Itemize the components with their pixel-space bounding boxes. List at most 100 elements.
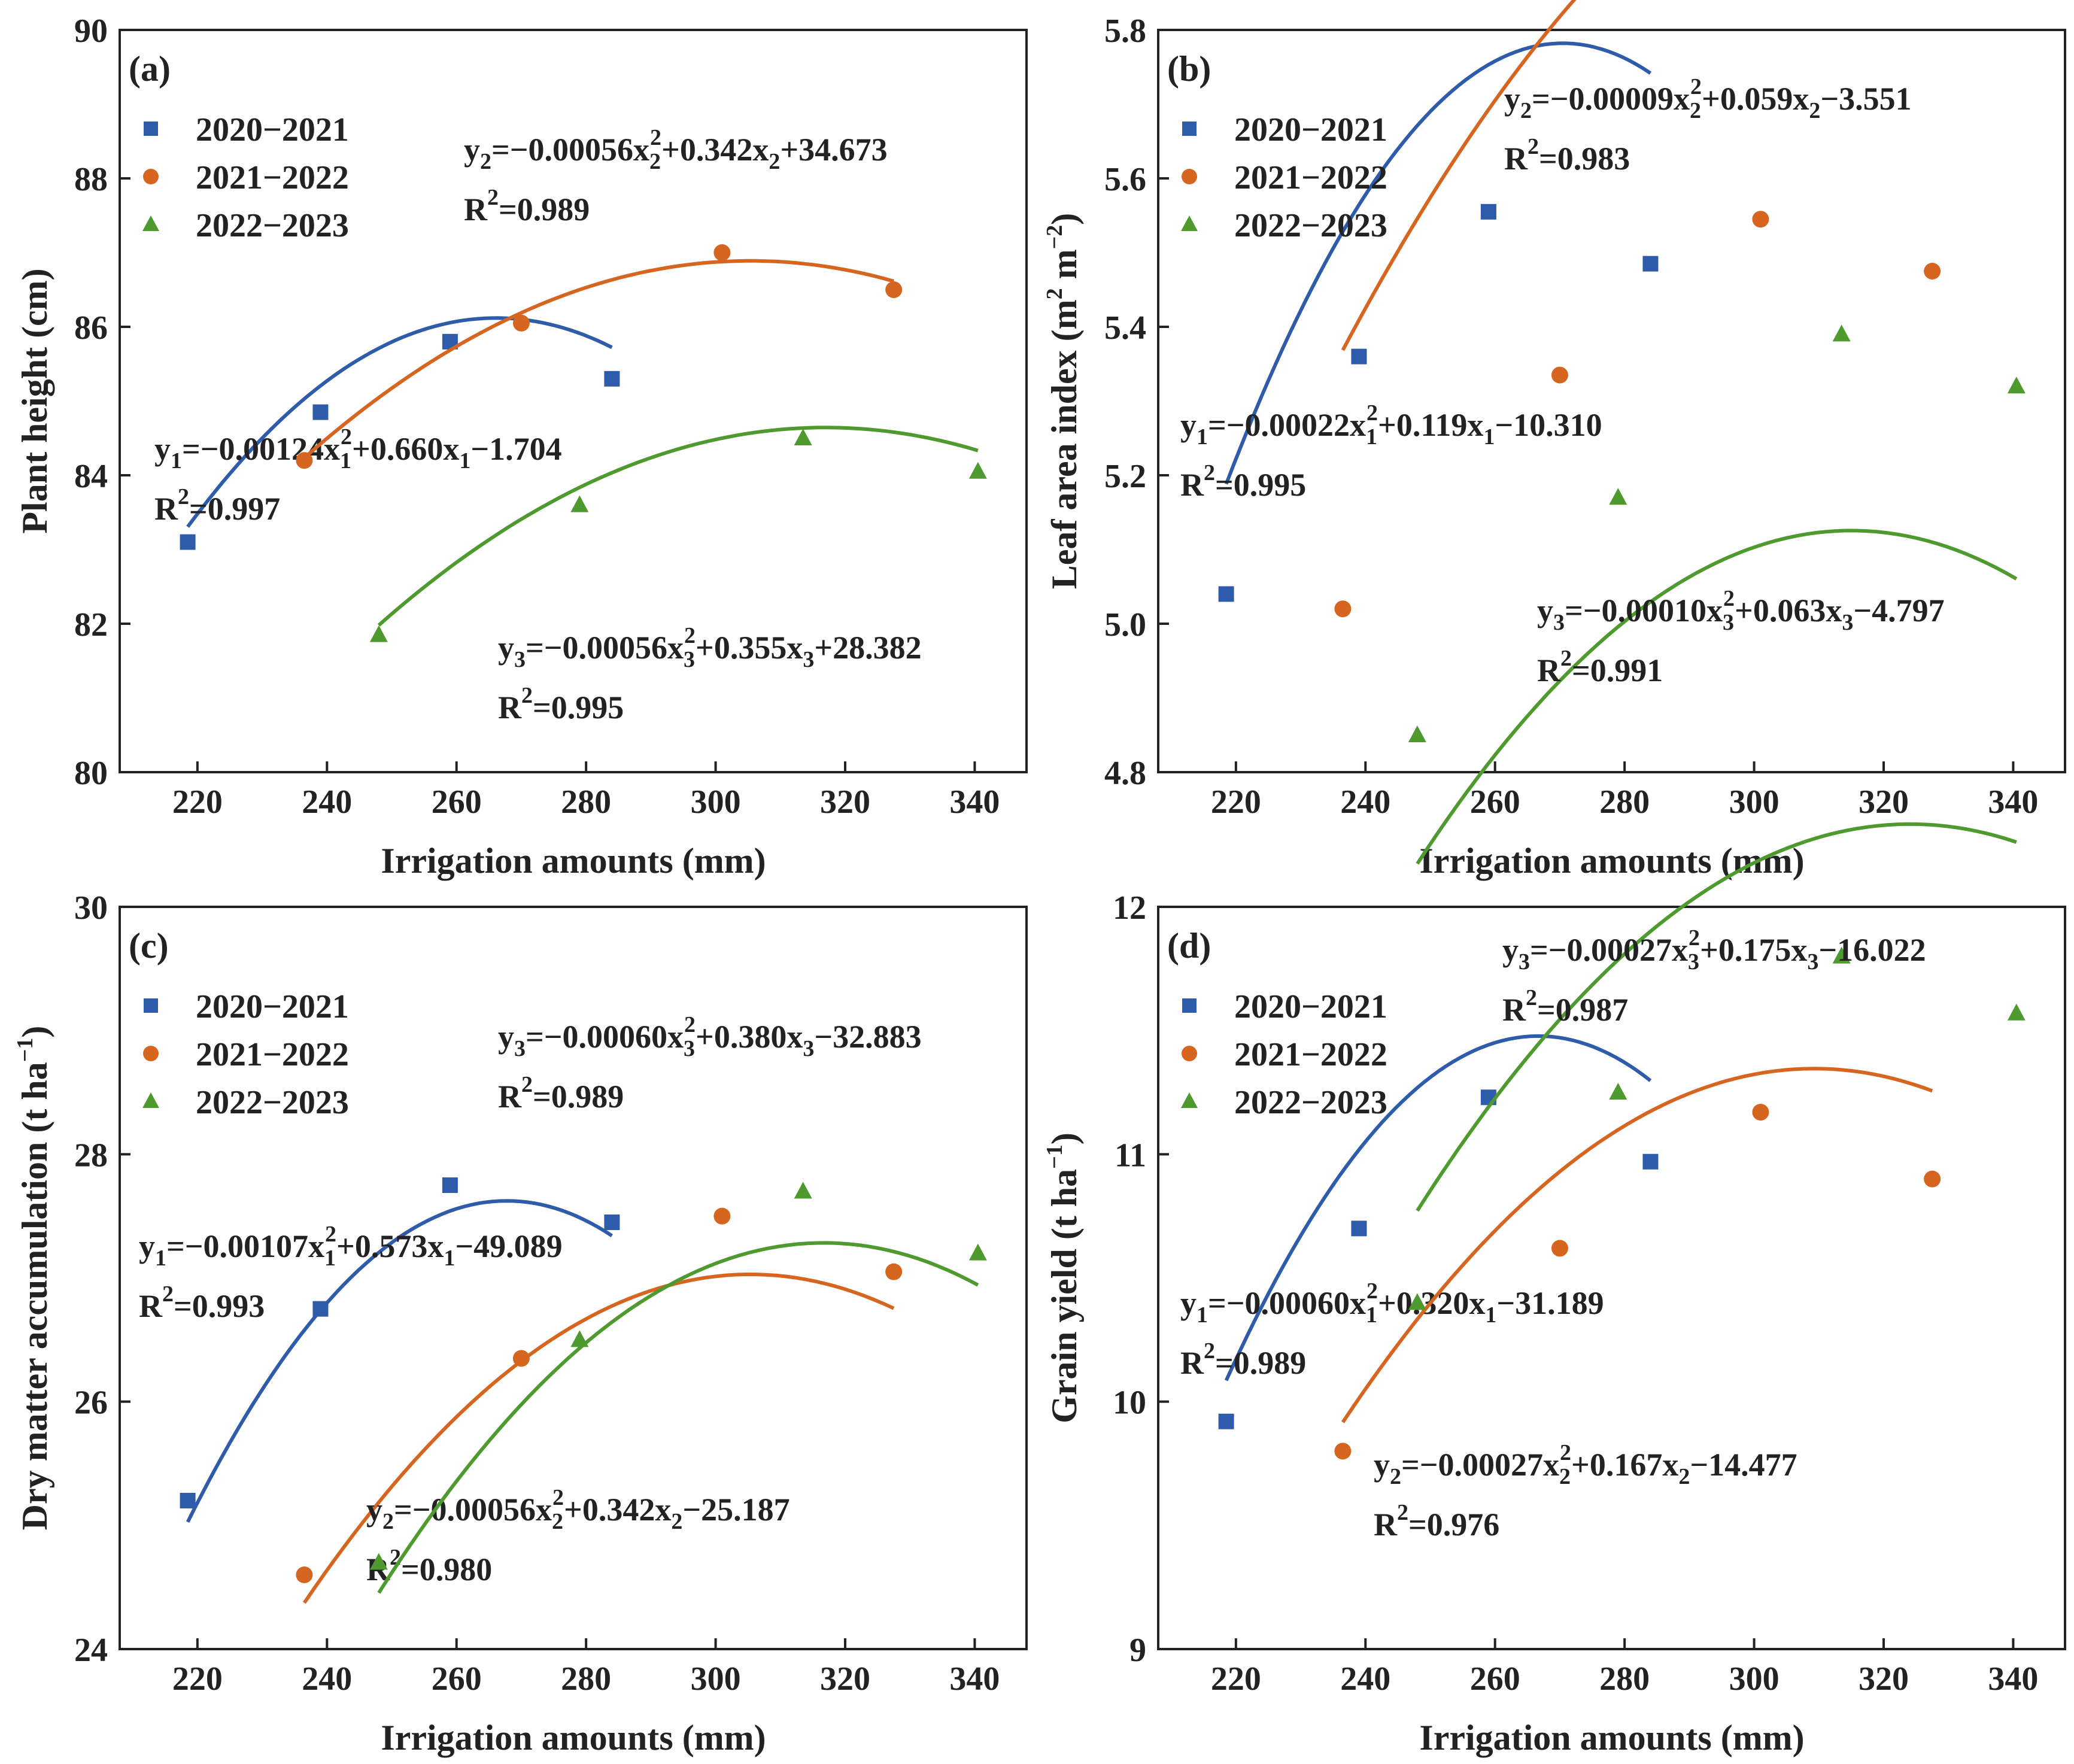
fit-curve-a-series-2	[303, 259, 894, 460]
panel-c: (c) Irrigation amounts (mm) Dry matter a…	[13, 889, 1028, 1757]
x-tick-label-b-340: 340	[1988, 784, 2038, 821]
r-squared-d-series-3: R2=0.987	[1502, 985, 1628, 1028]
legend-label-a-series-3: 2022−2023	[196, 207, 349, 244]
legend-marker-c-series-3	[142, 1092, 159, 1108]
panel-label-c: (c)	[129, 926, 169, 966]
panel-b: (b) Irrigation amounts (mm) Leaf area in…	[1042, 0, 2066, 881]
fit-curve-d-series-1	[1224, 1034, 1652, 1382]
fit-equation-d-series-1: y1=−0.00060x12+0.320x1−31.189	[1180, 1279, 1604, 1328]
plot-frame-d	[1157, 906, 2066, 1650]
x-tick-label-d-220: 220	[1211, 1660, 1261, 1698]
data-point-d-series-1-2	[1351, 1220, 1367, 1237]
fit-equation-b-series-2: y2=−0.00009x22+0.059x2−3.551	[1504, 74, 1912, 123]
fit-curve-c-series-2	[302, 1272, 895, 1604]
y-tick-label-b-2: 5.2	[1104, 458, 1146, 495]
fit-curve-d-series-3	[1416, 822, 2017, 1212]
legend-label-d-series-1: 2020−2021	[1234, 988, 1387, 1025]
data-point-d-series-3-4	[2007, 1003, 2026, 1021]
fit-curve-b-series-1	[1224, 41, 1652, 485]
data-point-a-series-3-4	[968, 462, 987, 479]
panel-label-a: (a)	[129, 49, 171, 89]
x-tick-label-a-260: 260	[432, 784, 482, 821]
legend-label-c-series-3: 2022−2023	[196, 1084, 349, 1121]
data-point-d-series-1-1	[1218, 1413, 1234, 1429]
x-tick-label-a-220: 220	[172, 784, 223, 821]
r-squared-a-series-1: R2=0.997	[154, 484, 280, 527]
data-point-c-series-3-4	[968, 1243, 987, 1261]
data-point-c-series-2-4	[885, 1263, 903, 1280]
x-tick-label-d-300: 300	[1729, 1660, 1780, 1698]
x-axis-title-b: Irrigation amounts (mm)	[1419, 841, 1804, 881]
fit-equation-c-series-2: y2=−0.00056x22+0.342x2−25.187	[366, 1485, 790, 1534]
fit-curve-a-series-3	[377, 426, 979, 627]
r-squared-d-series-2: R2=0.976	[1374, 1500, 1499, 1543]
data-point-b-series-1-3	[1480, 204, 1496, 220]
legend-marker-d-series-2	[1182, 1046, 1197, 1061]
y-tick-label-a-2: 84	[74, 458, 108, 495]
data-point-a-series-1-2	[312, 404, 329, 420]
data-point-c-series-1-3	[442, 1177, 458, 1193]
x-tick-label-b-280: 280	[1599, 784, 1650, 821]
legend-label-b-series-1: 2020−2021	[1234, 111, 1387, 148]
fit-equation-b-series-3: y3=−0.00010x32+0.063x3−4.797	[1537, 586, 1945, 635]
y-tick-label-d-1: 10	[1113, 1385, 1146, 1422]
x-tick-label-c-240: 240	[302, 1660, 352, 1698]
data-point-d-series-1-4	[1642, 1153, 1659, 1170]
data-point-a-series-3-1	[369, 625, 388, 642]
data-point-b-series-2-3	[1752, 211, 1769, 228]
fit-equation-c-series-3: y3=−0.00060x32+0.380x3−32.883	[498, 1012, 922, 1061]
x-tick-label-c-220: 220	[172, 1660, 223, 1698]
y-axis-title-d: Grain yield (t ha−1)	[1042, 1133, 1084, 1423]
fit-equation-c-series-1: y1=−0.00107x12+0.573x1−49.089	[139, 1222, 563, 1271]
legend-marker-c-series-2	[143, 1046, 159, 1061]
legend-marker-b-series-3	[1181, 215, 1198, 231]
x-tick-label-c-320: 320	[820, 1660, 870, 1698]
legend-label-b-series-2: 2021−2022	[1234, 159, 1387, 196]
data-point-c-series-1-1	[180, 1493, 196, 1508]
r-squared-b-series-2: R2=0.983	[1504, 134, 1630, 177]
data-point-a-series-2-1	[296, 452, 313, 469]
y-tick-label-b-0: 4.8	[1104, 755, 1146, 792]
legend-label-d-series-3: 2022−2023	[1234, 1084, 1387, 1121]
data-point-b-series-2-2	[1551, 366, 1568, 384]
legend-label-d-series-2: 2021−2022	[1234, 1036, 1387, 1073]
x-tick-label-d-260: 260	[1470, 1660, 1520, 1698]
y-tick-label-b-5: 5.8	[1104, 13, 1146, 50]
data-point-c-series-3-3	[794, 1182, 812, 1199]
data-point-c-series-3-1	[369, 1553, 388, 1570]
data-point-d-series-2-2	[1551, 1240, 1568, 1257]
legend-label-c-series-1: 2020−2021	[196, 988, 349, 1025]
data-point-a-series-3-3	[794, 429, 812, 445]
x-tick-label-b-260: 260	[1470, 784, 1520, 821]
fit-curve-b-series-2	[1341, 0, 1577, 351]
data-point-d-series-2-4	[1924, 1170, 1941, 1188]
data-point-c-series-1-4	[604, 1215, 620, 1230]
data-point-a-series-2-4	[885, 281, 903, 298]
legend-label-b-series-3: 2022−2023	[1234, 207, 1387, 244]
x-tick-label-a-280: 280	[561, 784, 611, 821]
fit-curve-b-series-3	[1416, 529, 2018, 865]
r-squared-a-series-3: R2=0.995	[498, 683, 624, 725]
r-squared-c-series-3: R2=0.989	[498, 1072, 624, 1115]
legend-marker-a-series-1	[144, 122, 158, 136]
x-tick-label-b-320: 320	[1859, 784, 1909, 821]
data-point-b-series-2-1	[1334, 600, 1352, 618]
x-tick-label-c-260: 260	[432, 1660, 482, 1698]
data-point-b-series-1-2	[1351, 348, 1367, 365]
x-tick-label-d-240: 240	[1340, 1660, 1390, 1698]
plot-frame-b	[1157, 29, 2066, 773]
x-tick-label-b-300: 300	[1729, 784, 1780, 821]
y-tick-label-c-3: 30	[74, 889, 108, 927]
data-point-c-series-2-1	[296, 1566, 313, 1583]
y-axis-title-a: Plant height (cm)	[15, 268, 54, 533]
x-tick-label-c-280: 280	[561, 1660, 611, 1698]
data-point-d-series-2-1	[1334, 1443, 1352, 1460]
data-point-c-series-3-2	[570, 1330, 589, 1347]
data-point-b-series-1-1	[1218, 586, 1234, 602]
legend-marker-a-series-2	[143, 169, 159, 184]
legend-label-a-series-2: 2021−2022	[196, 159, 349, 196]
y-tick-label-b-1: 5.0	[1104, 606, 1146, 643]
fit-curve-c-series-1	[186, 1199, 614, 1523]
x-tick-label-a-340: 340	[949, 784, 1000, 821]
